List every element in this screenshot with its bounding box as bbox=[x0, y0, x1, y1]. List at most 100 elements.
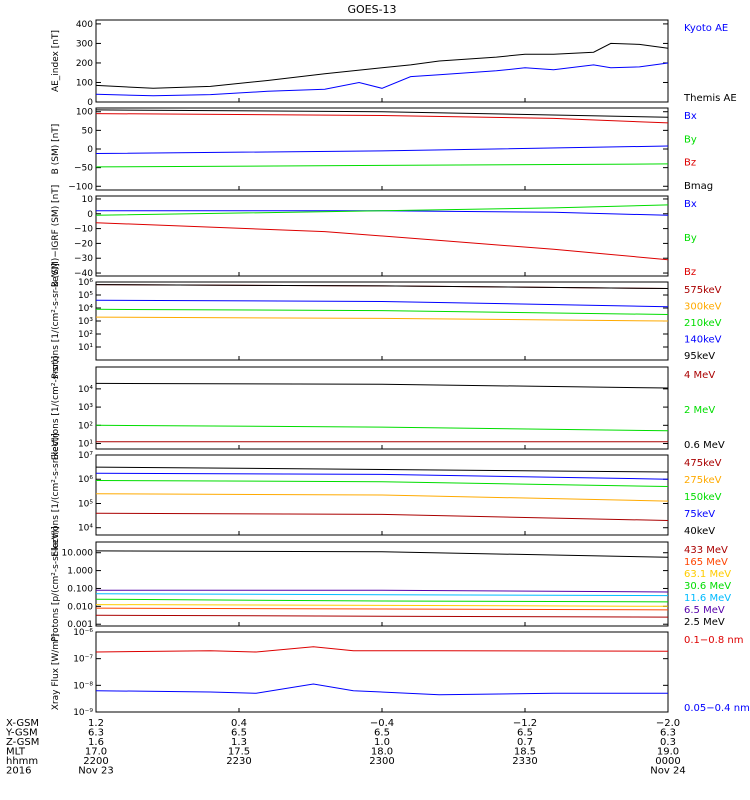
y-axis-label: Electrons [1/(cm²-s-sr)] bbox=[51, 356, 61, 460]
y-axis-label: B (SM)−IGRF (SM) [nT] bbox=[51, 185, 61, 288]
y-tick-label: 10⁻⁸ bbox=[73, 681, 93, 691]
series-line-protons_maged-4 bbox=[95, 284, 669, 289]
y-tick-label: 0.001 bbox=[67, 620, 93, 630]
panel-frame bbox=[95, 281, 669, 361]
series-line-protons_epead-5 bbox=[96, 589, 669, 593]
ephemeris-value: 0.4 bbox=[231, 718, 247, 729]
ephemeris-value: 0.3 bbox=[660, 737, 676, 748]
ephemeris-value: 19.0 bbox=[657, 747, 679, 758]
ephemeris-value: 6.5 bbox=[517, 728, 533, 739]
y-tick-label: 0 bbox=[87, 98, 93, 108]
series-line-electrons_maged-2 bbox=[95, 480, 669, 487]
y-tick-label: 10¹ bbox=[78, 343, 93, 353]
legend-entry: 300keV bbox=[684, 302, 722, 313]
y-tick-label: 10⁻⁷ bbox=[73, 655, 93, 665]
y-tick-label: 300 bbox=[76, 39, 93, 49]
y-tick-label: 10⁴ bbox=[78, 524, 93, 534]
y-axis-label: AE_index [nT] bbox=[51, 30, 61, 92]
series-line-protons_maged-2 bbox=[95, 308, 669, 315]
panel-ae: 0 100 200 300 400 AE_index [nT] Kyoto AE Themis… bbox=[51, 19, 737, 108]
y-axis-label: Protons [p/(cm²-s-sr-keV)] bbox=[51, 526, 61, 642]
y-tick-label: 10⁴ bbox=[78, 304, 93, 314]
series-line-xray-1 bbox=[95, 683, 668, 696]
series-line-b_igrf-0 bbox=[96, 210, 669, 216]
series-line-protons_epead-1 bbox=[95, 607, 669, 611]
y-tick-label: −10 bbox=[74, 225, 93, 235]
y-tick-label: 100 bbox=[76, 78, 93, 88]
y-tick-label: 10.000 bbox=[62, 549, 94, 559]
legend-entry: 6.5 MeV bbox=[684, 605, 725, 616]
y-tick-label: 10² bbox=[78, 330, 93, 340]
legend-entry: 4 MeV bbox=[684, 370, 715, 381]
legend-entry: 275keV bbox=[684, 475, 722, 486]
y-tick-label: 1.000 bbox=[67, 567, 93, 577]
y-tick-label: 10³ bbox=[78, 317, 93, 327]
y-axis-label: Xray Flux [W/m²] bbox=[51, 634, 61, 710]
series-line-b_sm-2 bbox=[95, 113, 669, 124]
y-tick-label: −50 bbox=[74, 164, 93, 174]
legend-entry: Bz bbox=[684, 267, 696, 278]
series-line-xray-0 bbox=[95, 646, 669, 653]
ephemeris-value: 1.0 bbox=[374, 737, 390, 748]
series-line-electrons_epead-1 bbox=[95, 424, 669, 432]
legend-entry: Themis AE bbox=[683, 93, 737, 104]
series-line-b_sm-1 bbox=[95, 163, 669, 168]
ephemeris-value: 17.0 bbox=[85, 747, 107, 758]
y-tick-label: 0.100 bbox=[67, 584, 93, 594]
legend-entry: 210keV bbox=[684, 318, 722, 329]
series-line-electrons_maged-3 bbox=[95, 472, 669, 480]
ephemeris-value: 0000 bbox=[655, 756, 680, 767]
series-line-b_igrf-2 bbox=[95, 222, 669, 261]
legend-entry: 165 MeV bbox=[684, 557, 728, 568]
legend-entry: 2 MeV bbox=[684, 405, 715, 416]
panel-electrons_epead: 10¹ 10² 10³ 10⁴ Electrons [1/(cm²-s-sr)] 4 Me… bbox=[51, 356, 725, 460]
y-tick-label: 200 bbox=[76, 59, 93, 69]
ephemeris-value: 1.2 bbox=[88, 718, 104, 729]
ephemeris-value: −0.4 bbox=[370, 718, 394, 729]
ephemeris-label: MLT bbox=[6, 747, 26, 758]
series-line-b_sm-0 bbox=[95, 145, 669, 154]
y-tick-label: 10⁶ bbox=[78, 278, 93, 288]
y-tick-label: 10⁷ bbox=[78, 451, 93, 461]
ephemeris-label: X-GSM bbox=[6, 718, 39, 729]
series-line-ae-0 bbox=[95, 62, 669, 97]
series-line-protons_epead-0 bbox=[95, 614, 669, 618]
panel-protons_maged: 10¹ 10² 10³ 10⁴ 10⁵ 10⁶ Protons [1/(cm²-s-sr-k… bbox=[51, 263, 722, 379]
series-line-b_igrf-1 bbox=[95, 204, 669, 216]
y-tick-label: −20 bbox=[74, 239, 93, 249]
y-tick-label: 0 bbox=[87, 145, 93, 155]
panel-frame bbox=[95, 107, 669, 191]
ephemeris-value: 18.5 bbox=[514, 747, 536, 758]
legend-entry: 63.1 MeV bbox=[684, 569, 731, 580]
ephemeris-label: 2016 bbox=[6, 766, 31, 777]
series-line-protons_epead-4 bbox=[95, 593, 669, 597]
ephemeris-value: 2300 bbox=[369, 756, 394, 767]
ephemeris-value: 0.7 bbox=[517, 737, 533, 748]
y-tick-label: −100 bbox=[68, 182, 93, 192]
y-tick-label: 0.010 bbox=[67, 602, 93, 612]
y-axis-label: Electrons [1/(cm²-s-sr-keV)] bbox=[51, 433, 61, 556]
legend-entry: 40keV bbox=[684, 526, 715, 537]
y-tick-label: 10⁶ bbox=[78, 475, 93, 485]
series-line-ae-1 bbox=[95, 42, 669, 89]
ephemeris-value: 6.3 bbox=[660, 728, 676, 739]
ephemeris-label: Z-GSM bbox=[6, 737, 39, 748]
panel-frame bbox=[95, 19, 669, 103]
panel-b_sm: −100 −50 0 50 100 B (SM) [nT] Bx By Bz Bmag bbox=[51, 107, 713, 192]
legend-entry: 11.6 MeV bbox=[684, 593, 731, 604]
legend-entry: 150keV bbox=[684, 492, 722, 503]
legend-entry: Bz bbox=[684, 158, 696, 169]
ephemeris-value: −1.2 bbox=[513, 718, 537, 729]
legend-entry: 575keV bbox=[684, 285, 722, 296]
series-line-protons_maged-3 bbox=[95, 299, 669, 308]
y-tick-label: 10⁵ bbox=[78, 291, 93, 301]
legend-entry: 95keV bbox=[684, 351, 715, 362]
ephemeris-value: 6.5 bbox=[374, 728, 390, 739]
series-line-protons_epead-2 bbox=[95, 604, 669, 607]
y-tick-label: 10⁻⁶ bbox=[73, 628, 93, 638]
ephemeris-value: 17.5 bbox=[228, 747, 250, 758]
series-line-electrons_epead-2 bbox=[95, 382, 669, 389]
y-tick-label: 400 bbox=[76, 20, 93, 30]
